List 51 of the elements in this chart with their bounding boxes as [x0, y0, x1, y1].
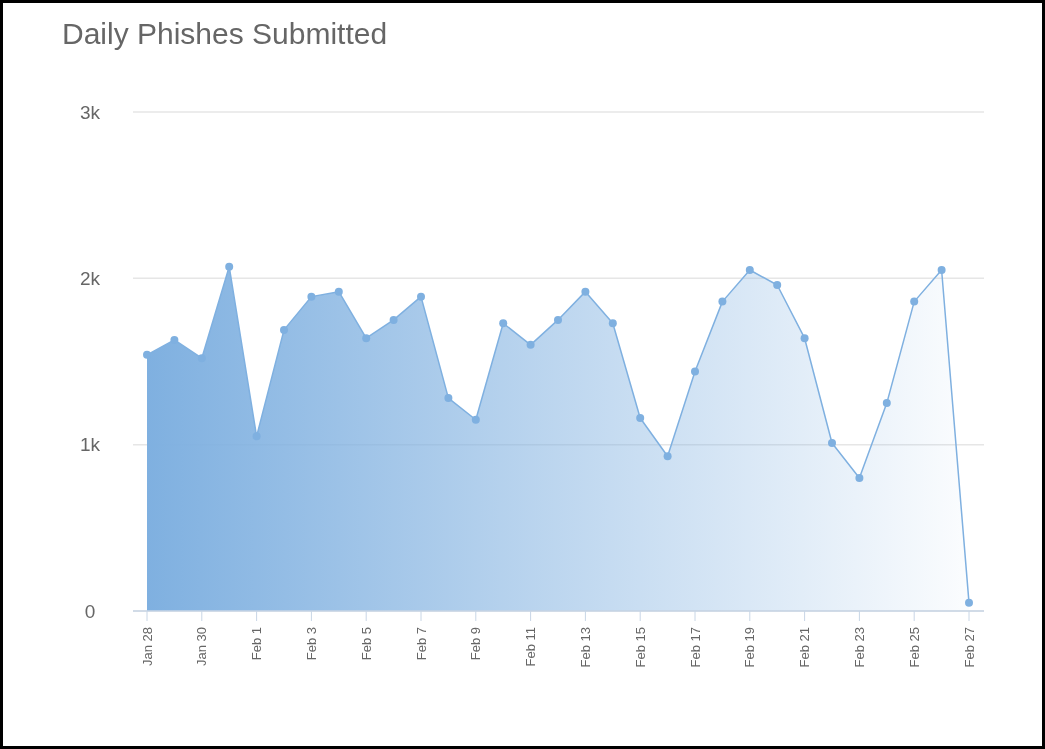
y-tick-label: 2k [79, 267, 101, 289]
x-tick-label: Feb 19 [742, 627, 758, 668]
point [745, 266, 754, 275]
x-tick-label: Jan 30 [194, 627, 210, 667]
point [280, 325, 288, 334]
x-tick-label: Jan 28 [139, 627, 155, 667]
point [636, 414, 645, 423]
point [800, 334, 809, 343]
point [855, 473, 864, 482]
point [307, 292, 316, 301]
x-tick-label: Feb 7 [413, 627, 429, 661]
point [828, 439, 836, 447]
point [225, 262, 234, 271]
point [581, 287, 590, 296]
x-tick-label: Feb 21 [797, 627, 813, 668]
point [773, 280, 782, 289]
point [663, 452, 672, 461]
x-tick-label: Feb 3 [303, 627, 319, 661]
x-tick-label: Feb 17 [687, 627, 703, 668]
point [252, 432, 261, 441]
x-tick-label: Feb 1 [249, 627, 265, 661]
point [143, 350, 151, 359]
point [526, 340, 535, 349]
chart-title: Daily Phishes Submitted [62, 17, 388, 50]
x-tick-label: Feb 9 [468, 627, 484, 661]
point [882, 399, 891, 408]
point [471, 415, 480, 424]
point [554, 315, 562, 324]
point [334, 287, 343, 296]
point [718, 297, 727, 306]
point [499, 319, 508, 328]
y-tick-label: 3k [79, 101, 101, 123]
x-tick-label: Feb 25 [906, 627, 922, 668]
point [608, 319, 617, 328]
point [937, 266, 946, 275]
point [910, 297, 919, 306]
point [389, 315, 398, 324]
x-tick-label: Feb 27 [961, 627, 977, 668]
point [691, 367, 699, 376]
point [197, 354, 206, 363]
x-tick-label: Feb 5 [358, 627, 374, 661]
point [417, 292, 425, 301]
x-tick-label: Feb 11 [523, 627, 539, 667]
x-tick-label: Feb 13 [577, 627, 593, 668]
y-tick-label: 0 [84, 600, 96, 622]
y-tick-label: 1k [79, 434, 101, 456]
point [965, 598, 973, 607]
point [444, 394, 453, 403]
x-tick-label: Feb 23 [851, 627, 867, 668]
x-tick-label: Feb 15 [632, 627, 648, 668]
point [362, 334, 371, 343]
